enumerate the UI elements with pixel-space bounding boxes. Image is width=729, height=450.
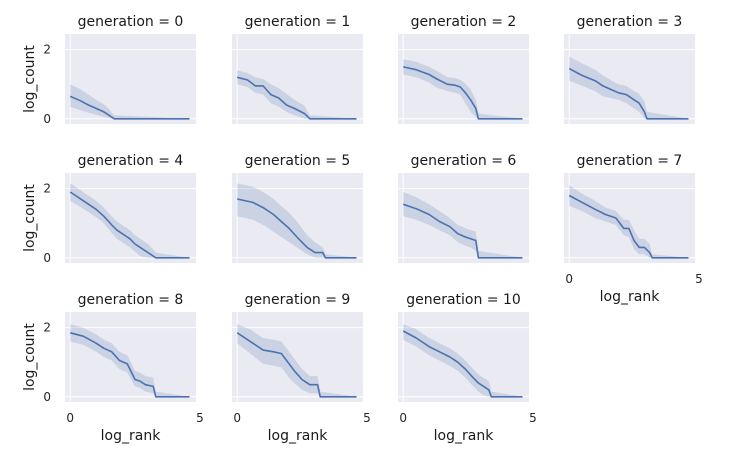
panel-title: generation = 9 bbox=[245, 292, 351, 308]
panel-title: generation = 7 bbox=[577, 153, 683, 169]
x-axis-label: log_rank bbox=[101, 428, 162, 444]
facet-panel: generation = 1 bbox=[232, 14, 363, 124]
plot-area bbox=[564, 34, 695, 124]
y-axis-label: log_count bbox=[22, 323, 38, 391]
series-line bbox=[69, 332, 190, 398]
confidence-band bbox=[237, 70, 357, 119]
x-axis-label: log_rank bbox=[434, 428, 495, 444]
panel-title: generation = 2 bbox=[411, 14, 517, 30]
plot-area bbox=[232, 173, 363, 263]
panel-title: generation = 0 bbox=[78, 14, 184, 30]
x-axis-label: log_rank bbox=[268, 428, 329, 444]
facet-panel: generation = 0 0 2 log_count bbox=[22, 14, 196, 126]
confidence-band bbox=[569, 185, 689, 258]
facet-panel: generation = 8 0 2 log_count 0 5 log_rank bbox=[22, 292, 204, 444]
plot-area bbox=[65, 173, 196, 263]
plot-area bbox=[564, 173, 695, 263]
panel-title: generation = 6 bbox=[411, 153, 517, 169]
plot-area bbox=[65, 34, 196, 124]
series-line bbox=[402, 203, 523, 259]
plot-area bbox=[232, 34, 363, 124]
x-tick-label: 5 bbox=[529, 411, 537, 425]
series-line bbox=[236, 332, 357, 398]
series-line bbox=[403, 66, 523, 120]
series-line bbox=[568, 67, 689, 120]
panel-title: generation = 10 bbox=[406, 292, 521, 308]
confidence-band bbox=[403, 324, 523, 397]
panel-title: generation = 1 bbox=[245, 14, 351, 30]
y-tick-label: 2 bbox=[43, 43, 51, 57]
plot-area bbox=[65, 312, 196, 402]
y-tick-label: 0 bbox=[43, 112, 51, 126]
facet-panel: generation = 4 0 2 log_count bbox=[22, 153, 196, 265]
x-tick-label: 5 bbox=[695, 272, 703, 286]
panel-title: generation = 4 bbox=[78, 153, 184, 169]
y-axis-label: log_count bbox=[22, 45, 38, 113]
x-tick-label: 0 bbox=[66, 411, 74, 425]
confidence-band bbox=[237, 183, 357, 258]
x-tick-label: 0 bbox=[565, 272, 573, 286]
facet-panel: generation = 6 bbox=[398, 153, 529, 263]
y-tick-label: 2 bbox=[43, 182, 51, 196]
series-line bbox=[69, 191, 190, 259]
series-line bbox=[236, 76, 357, 120]
plot-area bbox=[398, 34, 529, 124]
plot-area bbox=[398, 312, 529, 402]
confidence-band bbox=[237, 324, 357, 397]
facet-panel: generation = 3 bbox=[564, 14, 695, 124]
confidence-band bbox=[569, 56, 689, 119]
confidence-band bbox=[70, 183, 190, 258]
y-tick-label: 0 bbox=[43, 390, 51, 404]
panel-title: generation = 5 bbox=[245, 153, 351, 169]
x-tick-label: 0 bbox=[399, 411, 407, 425]
facet-panel: generation = 2 bbox=[398, 14, 529, 124]
confidence-band bbox=[70, 324, 190, 397]
facet-panel: generation = 9 0 5 log_rank bbox=[232, 292, 371, 444]
x-tick-label: 5 bbox=[196, 411, 204, 425]
x-tick-label: 5 bbox=[363, 411, 371, 425]
panel-title: generation = 3 bbox=[577, 14, 683, 30]
plot-area bbox=[398, 173, 529, 263]
facet-panel: generation = 5 bbox=[232, 153, 363, 263]
y-tick-label: 2 bbox=[43, 321, 51, 335]
series-line bbox=[69, 95, 190, 120]
panel-title: generation = 8 bbox=[78, 292, 184, 308]
x-axis-label: log_rank bbox=[600, 289, 661, 305]
series-line bbox=[237, 198, 357, 259]
confidence-band bbox=[403, 192, 523, 258]
series-line bbox=[402, 330, 523, 398]
series-line bbox=[568, 194, 689, 259]
facet-panel: generation = 10 0 5 log_rank bbox=[398, 292, 537, 444]
facet-panel: generation = 7 0 5 log_rank bbox=[564, 153, 703, 305]
x-tick-label: 0 bbox=[233, 411, 241, 425]
plot-area bbox=[232, 312, 363, 402]
y-tick-label: 0 bbox=[43, 251, 51, 265]
y-axis-label: log_count bbox=[22, 184, 38, 252]
